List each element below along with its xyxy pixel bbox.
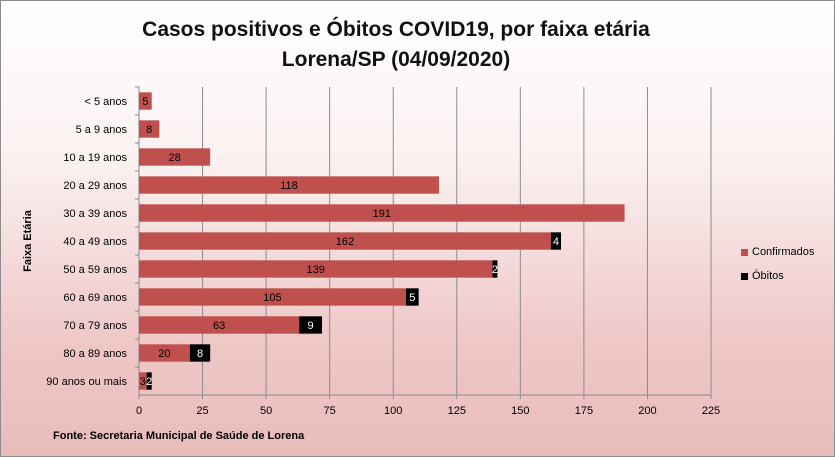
category-label: 30 a 39 anos: [63, 208, 127, 220]
data-label-confirmados: 63: [213, 320, 225, 332]
legend-label-obitos: Óbitos: [752, 270, 784, 282]
category-label: 90 anos ou mais: [46, 376, 127, 388]
chart-title-line-2: Lorena/SP (04/09/2020): [281, 48, 511, 71]
x-tick-label: 50: [260, 405, 272, 417]
x-tick-label: 150: [511, 405, 529, 417]
data-label-confirmados: 20: [158, 348, 170, 360]
data-label-obitos: 2: [146, 376, 152, 388]
bar-confirmados: [139, 232, 551, 250]
bar-confirmados: [139, 204, 625, 222]
category-label: < 5 anos: [84, 96, 127, 108]
bar-confirmados: [139, 92, 152, 110]
x-tick-label: 125: [448, 405, 466, 417]
data-label-confirmados: 3: [140, 376, 146, 388]
category-label: 60 a 69 anos: [63, 292, 127, 304]
bar-confirmados: [139, 260, 493, 278]
data-label-confirmados: 105: [263, 292, 281, 304]
data-label-confirmados: 8: [146, 124, 152, 136]
y-axis-title: Faixa Etária: [22, 209, 34, 272]
x-tick-label: 0: [136, 405, 142, 417]
data-label-obitos: 4: [553, 236, 559, 248]
data-label-confirmados: 118: [280, 180, 298, 192]
bar-confirmados: [139, 316, 300, 334]
legend-swatch-confirmados: [741, 248, 748, 256]
category-label: 5 a 9 anos: [76, 124, 128, 136]
data-label-confirmados: 162: [336, 236, 354, 248]
x-tick-label: 25: [196, 405, 208, 417]
data-label-obitos: 9: [308, 320, 314, 332]
x-tick-label: 75: [324, 405, 336, 417]
x-tick-label: 175: [575, 405, 593, 417]
bar-confirmados: [139, 176, 439, 194]
category-label: 80 a 89 anos: [63, 348, 127, 360]
category-label: 20 a 29 anos: [63, 180, 127, 192]
bar-obitos: [146, 372, 152, 390]
category-label: 70 a 79 anos: [63, 320, 127, 332]
chart-title-line-1: Casos positivos e Óbitos COVID19, por fa…: [142, 18, 650, 41]
data-label-confirmados: 5: [142, 96, 148, 108]
legend-swatch-obitos: [741, 272, 748, 280]
bar-obitos: [299, 316, 323, 334]
legend-item-confirmados: Confirmados: [741, 245, 814, 259]
chart-legend: Confirmados Óbitos: [741, 245, 814, 293]
category-label: 40 a 49 anos: [63, 236, 127, 248]
data-label-confirmados: 28: [168, 152, 180, 164]
data-label-obitos: 5: [409, 292, 415, 304]
bar-confirmados: [139, 120, 160, 138]
source-note: Fonte: Secretaria Municipal de Saúde de …: [53, 430, 305, 442]
x-tick-label: 100: [384, 405, 402, 417]
category-label: 50 a 59 anos: [63, 264, 127, 276]
bar-obitos: [189, 344, 211, 362]
bar-obitos: [550, 232, 562, 250]
category-label: 10 a 19 anos: [63, 152, 127, 164]
x-tick-label: 225: [702, 405, 720, 417]
bar-confirmados: [139, 148, 211, 166]
legend-item-obitos: Óbitos: [741, 269, 814, 283]
bar-obitos: [405, 288, 419, 306]
data-label-confirmados: 139: [307, 264, 325, 276]
bar-confirmados: [139, 372, 147, 390]
data-label-obitos: 8: [197, 348, 203, 360]
data-label-obitos: 2: [492, 264, 498, 276]
bar-obitos: [492, 260, 498, 278]
bar-confirmados: [139, 288, 406, 306]
chart-title: Casos positivos e Óbitos COVID19, por fa…: [1, 15, 791, 75]
x-tick-label: 200: [638, 405, 656, 417]
legend-label-confirmados: Confirmados: [752, 246, 815, 258]
data-label-confirmados: 191: [373, 208, 391, 220]
bar-confirmados: [139, 344, 190, 362]
